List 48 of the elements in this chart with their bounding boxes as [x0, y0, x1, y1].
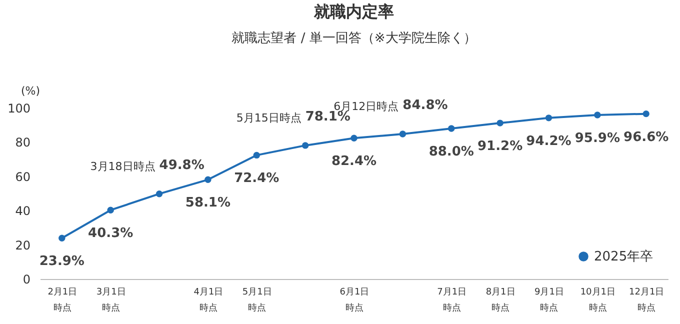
text: 72.4% [234, 171, 280, 186]
y-tick-label: 40 [15, 204, 30, 218]
annotation: 3月18日時点 [90, 160, 156, 173]
chart-title: 就職内定率 [313, 2, 394, 21]
x-tick-label: 7月1日時点 [437, 288, 467, 314]
text: 82.4% [331, 154, 377, 170]
x-tick-label: 5月1日時点 [242, 288, 272, 314]
y-tick-label: 80 [15, 136, 30, 150]
point [204, 176, 212, 183]
text: 23.9% [39, 254, 84, 270]
point [448, 125, 455, 132]
y-axis-title: (%) [20, 84, 40, 98]
y-tick-label: 20 [15, 238, 30, 252]
text: 58.1% [185, 196, 231, 211]
point [156, 190, 163, 198]
x-tick-label: 6月1日時点 [340, 288, 370, 314]
text: 40.3% [88, 226, 134, 242]
annotation: 5月15日時点 [236, 111, 302, 124]
x-tick-label: 12月1日時点 [629, 288, 664, 314]
text: 84.8% [402, 98, 448, 113]
x-tick-label: 9月1日時点 [534, 288, 564, 314]
point [594, 112, 601, 118]
text: 91.2% [477, 139, 523, 154]
x-tick-label: 4月1日時点 [194, 288, 224, 314]
point [350, 134, 358, 142]
x-tick-label: 2月1日時点 [48, 288, 78, 314]
point [302, 142, 309, 149]
point [496, 120, 504, 126]
x-tick-label: 10月1日時点 [580, 288, 616, 314]
text: 78.1% [305, 109, 350, 124]
y-tick-label: 60 [15, 170, 30, 184]
text: 96.6% [624, 130, 669, 145]
chart-subtitle: 就職志望者 / 単一回答（※大学院生除く） [232, 31, 476, 46]
x-tick-label: 8月1日時点 [486, 288, 516, 314]
point [107, 206, 114, 214]
point [399, 130, 406, 138]
legend-label: 2025年卒 [594, 250, 654, 264]
y-tick-label: 0 [22, 272, 30, 286]
text: 94.2% [526, 134, 572, 149]
x-tick-label: 3月1日時点 [96, 288, 126, 314]
point [545, 114, 552, 122]
text: 95.9% [574, 131, 620, 146]
point [642, 110, 650, 118]
point [253, 152, 260, 159]
point [58, 234, 66, 242]
y-tick-label: 100 [8, 102, 30, 116]
text: 88.0% [428, 144, 474, 160]
text: 49.8% [159, 158, 204, 173]
